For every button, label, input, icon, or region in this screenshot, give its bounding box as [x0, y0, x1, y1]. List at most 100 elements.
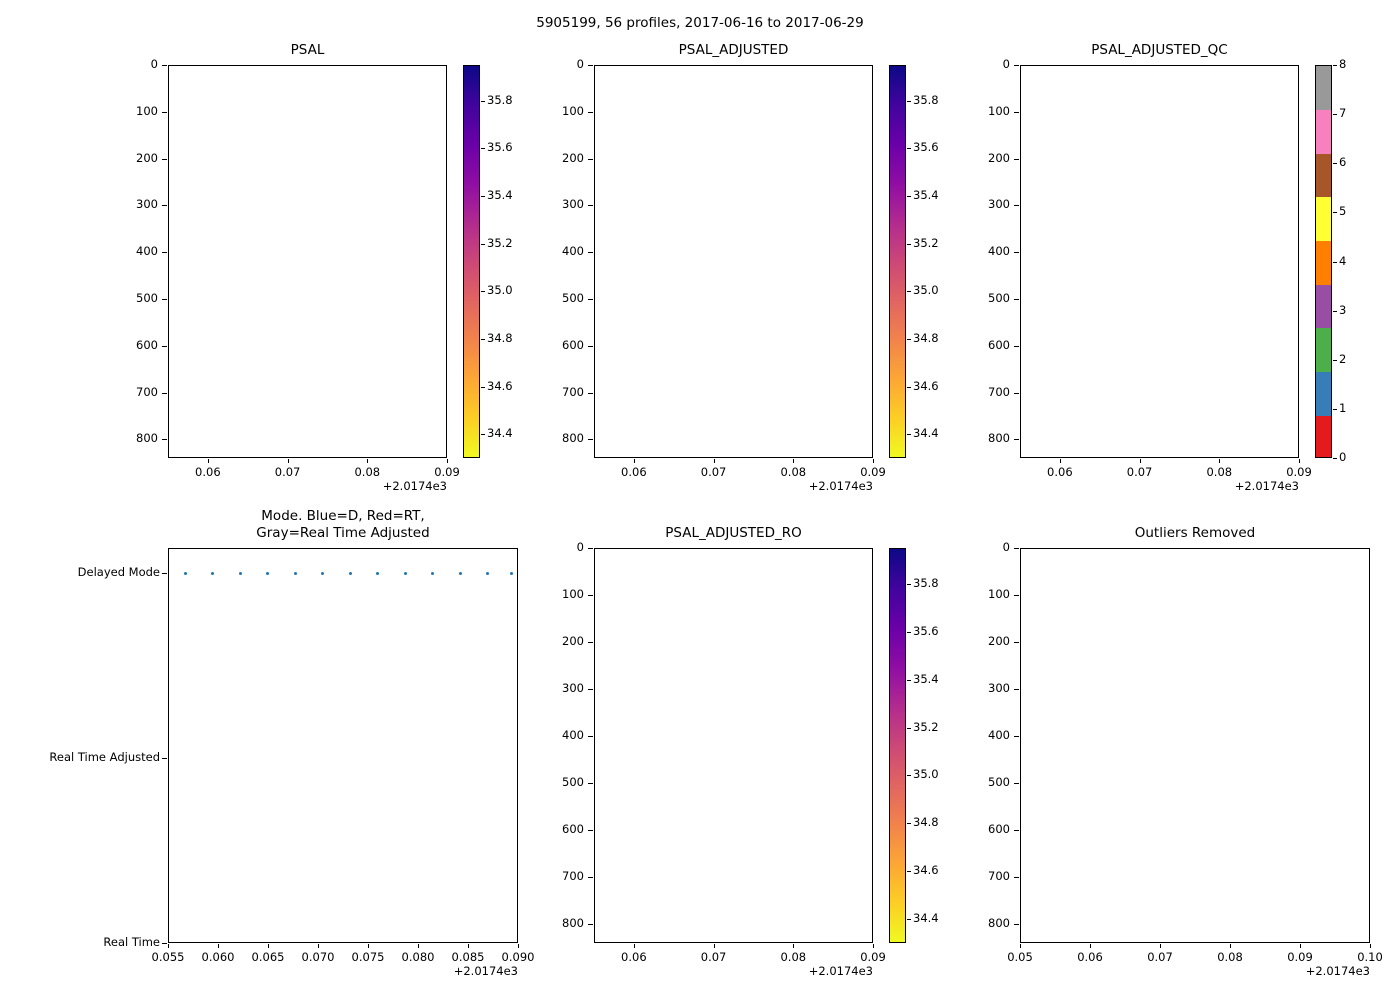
y-tick-mark	[588, 642, 593, 644]
y-tick-mark	[588, 345, 593, 347]
x-tick-mark	[1299, 459, 1300, 463]
y-tick-label: 100	[988, 587, 1010, 602]
colorbar-tick-label: 34.8	[913, 330, 939, 345]
y-tick-mark	[1014, 783, 1019, 785]
colorbar-tick-label: 7	[1339, 106, 1347, 121]
colorbar-segment	[1316, 371, 1331, 416]
x-tick-mark	[1020, 944, 1021, 948]
x-tick-mark	[1090, 944, 1091, 948]
colorbar-tick-mark	[907, 291, 911, 293]
panel-psal-adjusted-qc-title: PSAL_ADJUSTED_QC	[1091, 42, 1228, 58]
colorbar-tick-mark	[481, 434, 485, 436]
colorbar-tick-label: 35.2	[913, 719, 939, 734]
x-tick-mark	[873, 944, 874, 948]
colorbar-segment	[1316, 66, 1331, 111]
colorbar-tick-label: 35.0	[487, 283, 513, 298]
colorbar-tick-mark	[1333, 359, 1337, 361]
x-tick-mark	[873, 459, 874, 463]
x-tick-label: 0.08	[354, 465, 381, 479]
y-tick-mark	[1014, 65, 1019, 66]
colorbar-tick-mark	[1333, 261, 1337, 263]
colorbar-tick-mark	[1333, 310, 1337, 312]
colorbar-tick-label: 34.6	[487, 378, 513, 393]
x-tick-mark	[468, 944, 469, 948]
colorbar-tick-mark	[907, 871, 911, 873]
y-tick-mark	[162, 65, 167, 66]
y-tick-mark	[162, 205, 167, 207]
y-tick-label: 0	[150, 57, 158, 71]
x-tick-label: 0.060	[201, 950, 235, 964]
scatter-point	[430, 571, 434, 575]
colorbar-tick-mark	[481, 148, 485, 150]
panel-mode-plot-area	[168, 548, 518, 943]
x-tick-label: 0.06	[195, 465, 221, 479]
y-tick-label: 200	[988, 634, 1010, 649]
colorbar-tick-label: 35.2	[487, 235, 513, 250]
y-tick-mark	[1014, 205, 1019, 207]
panel-outliers-removed-title: Outliers Removed	[1134, 525, 1256, 541]
x-tick-mark	[218, 944, 219, 948]
colorbar-segment	[1316, 109, 1331, 154]
x-tick-mark	[1059, 459, 1061, 463]
y-tick-label: 600	[136, 337, 158, 352]
y-tick-mark	[162, 758, 167, 759]
y-tick-mark	[588, 392, 593, 394]
x-tick-label: 0.07	[1147, 950, 1173, 964]
y-tick-mark	[588, 924, 593, 926]
y-tick-label: 300	[562, 197, 584, 212]
x-tick-label: 0.09	[860, 465, 886, 479]
x-tick-mark	[168, 944, 169, 948]
y-tick-mark	[1014, 439, 1019, 441]
x-tick-mark	[207, 459, 209, 463]
x-tick-mark	[287, 459, 289, 463]
y-tick-mark	[588, 736, 593, 738]
x-tick-label: 0.09	[1286, 465, 1312, 479]
y-tick-mark	[1014, 736, 1019, 738]
y-tick-label: 700	[988, 869, 1010, 884]
x-tick-mark	[1219, 459, 1221, 463]
colorbar-tick-label: 8	[1339, 57, 1347, 71]
panel-psal-colorbar	[463, 65, 480, 458]
y-tick-label: 300	[136, 197, 158, 212]
y-tick-mark	[588, 252, 593, 254]
y-tick-label: 0	[576, 540, 584, 554]
colorbar-tick-label: 4	[1339, 253, 1347, 268]
y-tick-label: 0	[1002, 57, 1010, 71]
x-tick-mark	[367, 459, 369, 463]
x-tick-label: 0.085	[451, 950, 485, 964]
colorbar-tick-label: 2	[1339, 351, 1347, 366]
scatter-point	[485, 571, 489, 575]
y-tick-label: 800	[136, 431, 158, 446]
x-tick-label: 0.090	[501, 950, 535, 964]
x-tick-label: 0.07	[700, 465, 727, 479]
colorbar-tick-mark	[1333, 458, 1337, 459]
x-tick-mark	[1370, 944, 1371, 948]
y-tick-label: 600	[562, 337, 584, 352]
x-tick-label: 0.08	[1217, 950, 1243, 964]
x-tick-mark	[447, 459, 448, 463]
colorbar-tick-label: 5	[1339, 204, 1347, 219]
colorbar-tick-mark	[481, 386, 485, 388]
y-tick-label: 300	[988, 197, 1010, 212]
colorbar-tick-mark	[1333, 65, 1337, 66]
colorbar-tick-mark	[907, 338, 911, 340]
y-tick-mark	[588, 158, 593, 160]
y-tick-label: 400	[988, 728, 1010, 743]
y-tick-mark	[1014, 548, 1019, 549]
y-tick-label: 400	[136, 244, 158, 259]
panel-psal-adjusted-qc-x-offset: +2.0174e3	[1234, 479, 1299, 493]
x-tick-label: 0.065	[251, 950, 285, 964]
x-tick-mark	[1139, 459, 1141, 463]
colorbar-tick-label: 35.8	[913, 92, 939, 107]
colorbar-tick-label: 35.2	[913, 235, 939, 250]
colorbar-segment	[1316, 240, 1331, 285]
colorbar-tick-label: 35.6	[913, 623, 939, 638]
y-tick-label: 400	[988, 244, 1010, 259]
x-tick-label: 0.07	[274, 465, 301, 479]
colorbar-tick-mark	[481, 291, 485, 293]
y-tick-label: 400	[562, 728, 584, 743]
y-tick-mark	[1014, 345, 1019, 347]
colorbar-tick-label: 35.6	[913, 140, 939, 155]
colorbar-tick-label: 6	[1339, 155, 1347, 170]
